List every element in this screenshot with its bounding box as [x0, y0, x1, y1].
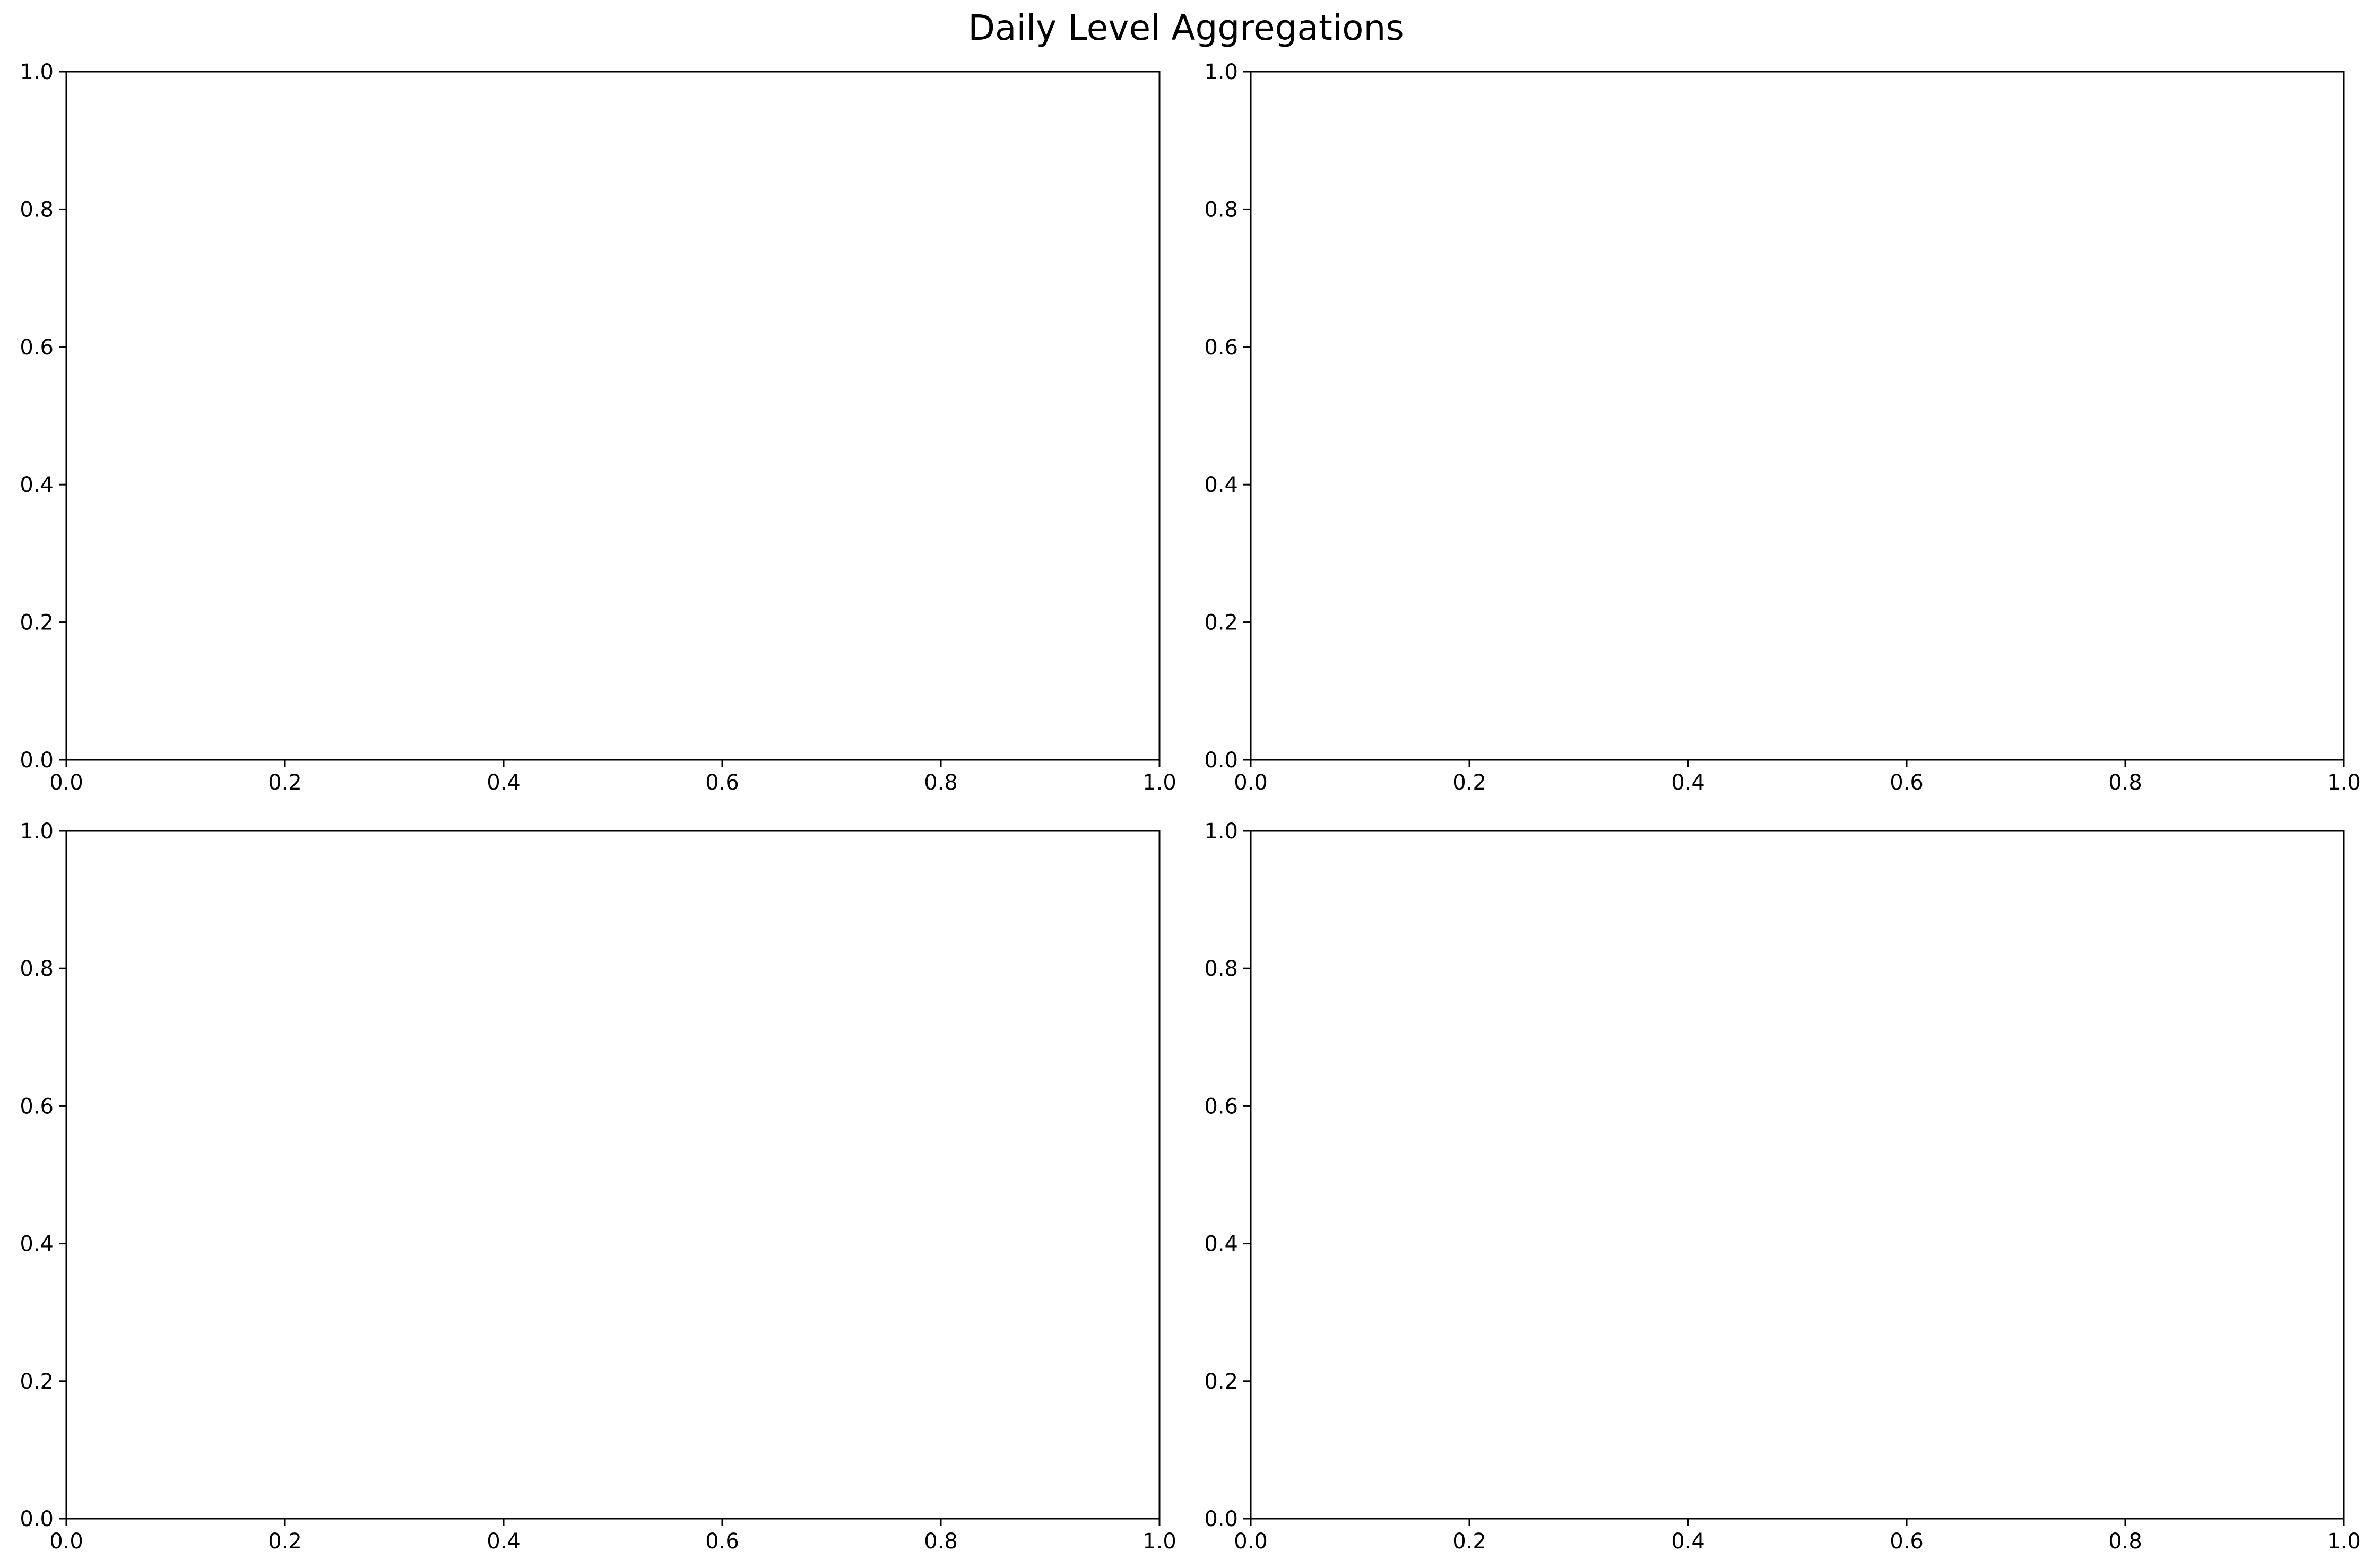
y-tick-label: 1.0 [20, 60, 54, 84]
x-tick-label: 0.8 [924, 1529, 958, 1554]
y-tick-label: 0.4 [1204, 473, 1238, 497]
axes-frame [65, 71, 1161, 761]
x-tick-label: 1.0 [2327, 1529, 2361, 1554]
x-tick-label: 0.0 [49, 1529, 83, 1554]
axes-frame [1250, 71, 2345, 761]
y-tick-label: 0.0 [20, 748, 54, 773]
subplot-2: 0.0 0.2 0.4 0.6 0.8 1.0 0.0 0.2 0.4 0.6 0.8 1.0 [1204, 60, 2360, 795]
x-tick-label: 0.4 [1671, 1529, 1705, 1554]
y-tick-label: 0.0 [20, 1507, 54, 1531]
y-tick-label: 0.6 [1204, 1094, 1238, 1119]
x-tick-label: 0.6 [705, 770, 739, 795]
y-tick-label: 0.2 [20, 1370, 54, 1394]
y-tick-label: 0.4 [1204, 1232, 1238, 1257]
y-tick-label: 0.6 [20, 335, 54, 360]
y-tick-label: 0.2 [1204, 1370, 1238, 1394]
x-tick-label: 0.6 [1890, 770, 1924, 795]
x-tick-label: 0.4 [487, 770, 521, 795]
subplot-3: 0.0 0.2 0.4 0.6 0.8 1.0 0.0 0.2 0.4 0.6 0.8 1.0 [20, 819, 1176, 1554]
x-tick-label: 0.6 [705, 1529, 739, 1554]
x-tick-label: 0.4 [1671, 770, 1705, 795]
y-tick-label: 0.6 [1204, 335, 1238, 360]
subplots: 0.0 0.2 0.4 0.6 0.8 1.00.00.20.40.60.81.00.0 0… [20, 60, 2360, 1554]
x-tick-label: 0.8 [2108, 1529, 2142, 1554]
y-tick-label: 0.4 [20, 1232, 54, 1257]
y-tick-label: 1.0 [1204, 819, 1238, 844]
x-tick-label: 1.0 [1142, 1529, 1176, 1554]
y-tick-label: 0.8 [1204, 957, 1238, 981]
y-tick-label: 0.0 [1204, 748, 1238, 773]
y-tick-label: 0.4 [20, 473, 54, 497]
y-tick-label: 0.2 [1204, 611, 1238, 635]
subplot-4: 0.0 0.2 0.4 0.6 0.8 1.0 0.0 0.2 0.4 0.6 0.8 1.0 [1204, 819, 2360, 1554]
y-tick-label: 1.0 [20, 819, 54, 844]
x-tick-label: 0.2 [1452, 770, 1486, 795]
x-tick-label: 0.2 [1452, 1529, 1486, 1554]
x-tick-label: 0.6 [1890, 1529, 1924, 1554]
x-tick-label: 1.0 [2327, 770, 2361, 795]
subplot-1: 0.0 0.2 0.4 0.6 0.8 1.0 0.0 0.2 0.4 0.6 0.8 1.0 [20, 60, 1176, 795]
y-tick-label: 0.8 [20, 957, 54, 981]
x-tick-label: 0.8 [924, 770, 958, 795]
x-tick-label: 1.0 [1142, 770, 1176, 795]
x-tick-label: 0.2 [268, 770, 302, 795]
x-tick-label: 0.0 [49, 770, 83, 795]
y-tick-label: 0.2 [20, 611, 54, 635]
x-tick-label: 0.4 [487, 1529, 521, 1554]
y-tick-label: 0.6 [20, 1094, 54, 1119]
x-tick-label: 0.8 [2108, 770, 2142, 795]
axes-frame [65, 830, 1161, 1520]
x-tick-label: 0.2 [268, 1529, 302, 1554]
y-tick-label: 0.0 [1204, 1507, 1238, 1531]
y-tick-label: 1.0 [1204, 60, 1238, 84]
y-tick-label: 0.8 [20, 197, 54, 222]
x-tick-label: 0.0 [1234, 770, 1268, 795]
axes-frame [1250, 830, 2345, 1520]
y-tick-label: 0.8 [1204, 197, 1238, 222]
x-tick-label: 0.0 [1234, 1529, 1268, 1554]
figure-title: Daily Level Aggregations [968, 7, 1404, 48]
